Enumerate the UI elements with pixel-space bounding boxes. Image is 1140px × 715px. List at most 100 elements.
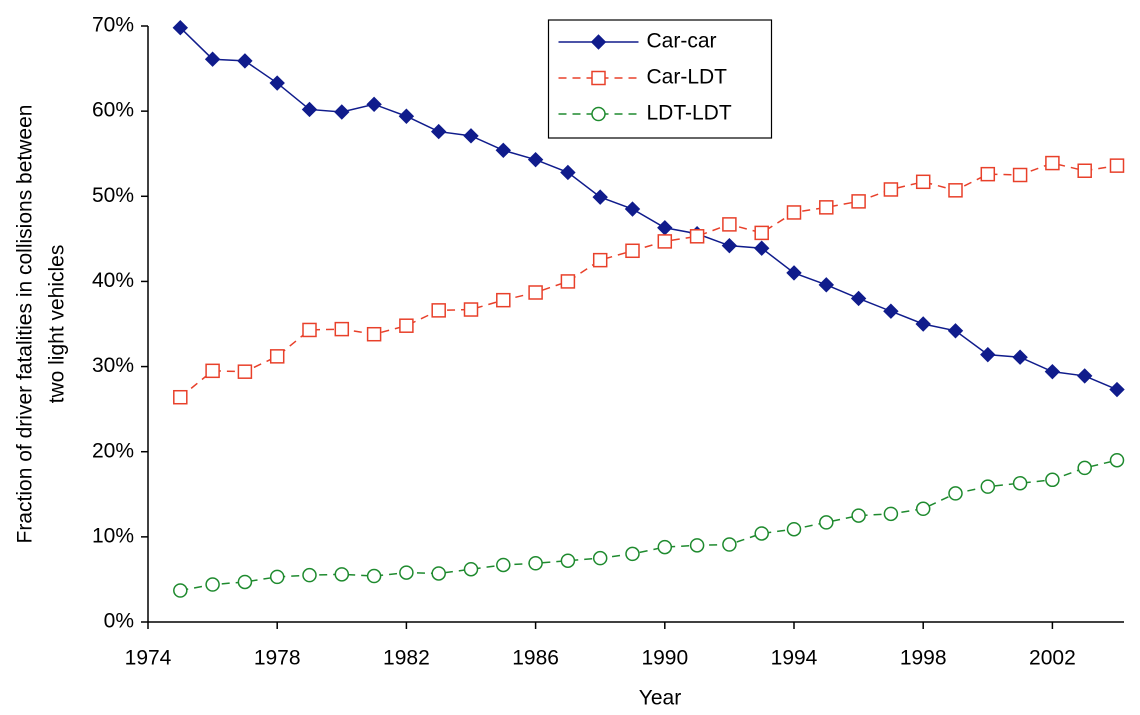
marker xyxy=(334,104,350,120)
x-tick-label: 1982 xyxy=(383,647,430,670)
x-tick-label: 1998 xyxy=(900,647,947,670)
marker xyxy=(657,220,673,236)
marker xyxy=(786,205,802,220)
marker xyxy=(850,290,867,307)
x-tick-label: 1994 xyxy=(771,647,818,670)
marker xyxy=(302,322,317,338)
marker xyxy=(657,539,673,555)
marker xyxy=(495,142,512,159)
marker xyxy=(237,364,253,379)
marker xyxy=(1109,158,1125,173)
marker xyxy=(366,96,382,113)
marker xyxy=(851,194,866,209)
marker xyxy=(980,479,996,494)
marker xyxy=(496,292,511,308)
marker xyxy=(1012,349,1028,365)
marker xyxy=(754,526,769,541)
marker xyxy=(463,561,479,577)
legend-marker xyxy=(590,34,607,50)
marker xyxy=(302,567,317,583)
marker xyxy=(1109,452,1125,468)
marker xyxy=(173,389,188,405)
marker xyxy=(1012,167,1028,183)
x-tick-label: 1990 xyxy=(641,647,688,670)
marker xyxy=(1076,368,1093,384)
marker xyxy=(592,252,608,268)
marker xyxy=(205,577,220,592)
marker xyxy=(915,501,931,517)
marker xyxy=(431,566,446,581)
y-axis-label: two light vehicles xyxy=(46,245,69,404)
x-tick-label: 2002 xyxy=(1029,647,1076,670)
marker xyxy=(366,326,382,342)
marker xyxy=(399,318,414,333)
marker xyxy=(689,229,705,244)
marker xyxy=(1077,163,1092,178)
marker xyxy=(657,234,673,249)
marker xyxy=(366,568,382,584)
y-tick-label: 30% xyxy=(92,354,134,377)
legend-label: LDT-LDT xyxy=(647,102,732,125)
marker xyxy=(689,538,705,553)
marker xyxy=(1109,381,1125,398)
marker xyxy=(237,574,253,590)
y-tick-label: 50% xyxy=(92,184,134,207)
marker xyxy=(398,108,415,124)
marker xyxy=(334,567,350,582)
marker xyxy=(399,565,414,580)
marker xyxy=(528,285,543,300)
marker xyxy=(786,521,802,537)
y-tick-label: 10% xyxy=(92,524,134,547)
marker xyxy=(819,515,834,530)
marker xyxy=(883,303,899,319)
marker xyxy=(172,19,189,36)
marker xyxy=(1012,475,1028,491)
marker xyxy=(753,240,770,256)
marker xyxy=(528,556,543,571)
marker xyxy=(1077,460,1092,476)
x-tick-label: 1986 xyxy=(512,647,559,670)
marker xyxy=(786,265,802,281)
legend: Car-car Car-LDT LDT-LDT xyxy=(547,19,773,139)
legend-marker xyxy=(591,106,606,122)
x-tick-label: 1978 xyxy=(254,647,301,670)
y-axis-label: Fraction of driver fatalities in collisi… xyxy=(14,105,37,544)
marker xyxy=(883,506,899,522)
marker xyxy=(301,101,318,118)
marker xyxy=(624,201,641,217)
marker xyxy=(334,321,350,337)
marker xyxy=(430,123,447,140)
series-line xyxy=(179,162,1118,398)
marker xyxy=(205,363,220,379)
marker xyxy=(625,243,640,259)
marker xyxy=(592,189,608,205)
marker xyxy=(819,200,834,215)
marker xyxy=(592,550,608,566)
marker xyxy=(527,151,544,168)
marker xyxy=(851,508,866,523)
marker xyxy=(754,225,769,241)
y-tick-label: 0% xyxy=(104,610,134,633)
marker xyxy=(269,349,285,364)
marker xyxy=(1045,155,1060,171)
marker xyxy=(915,174,931,190)
marker xyxy=(173,583,188,598)
marker xyxy=(560,274,576,289)
marker xyxy=(237,53,253,69)
marker xyxy=(269,75,285,91)
marker xyxy=(269,569,285,585)
y-tick-label: 40% xyxy=(92,269,134,292)
marker xyxy=(980,166,996,182)
marker xyxy=(496,557,511,573)
marker xyxy=(1044,363,1061,380)
series-line xyxy=(180,459,1118,592)
y-tick-label: 60% xyxy=(92,99,134,122)
marker xyxy=(463,302,479,317)
legend-box xyxy=(547,19,773,139)
marker xyxy=(948,486,963,501)
marker xyxy=(883,182,899,197)
y-tick-label: 70% xyxy=(92,14,134,37)
marker xyxy=(948,183,963,198)
